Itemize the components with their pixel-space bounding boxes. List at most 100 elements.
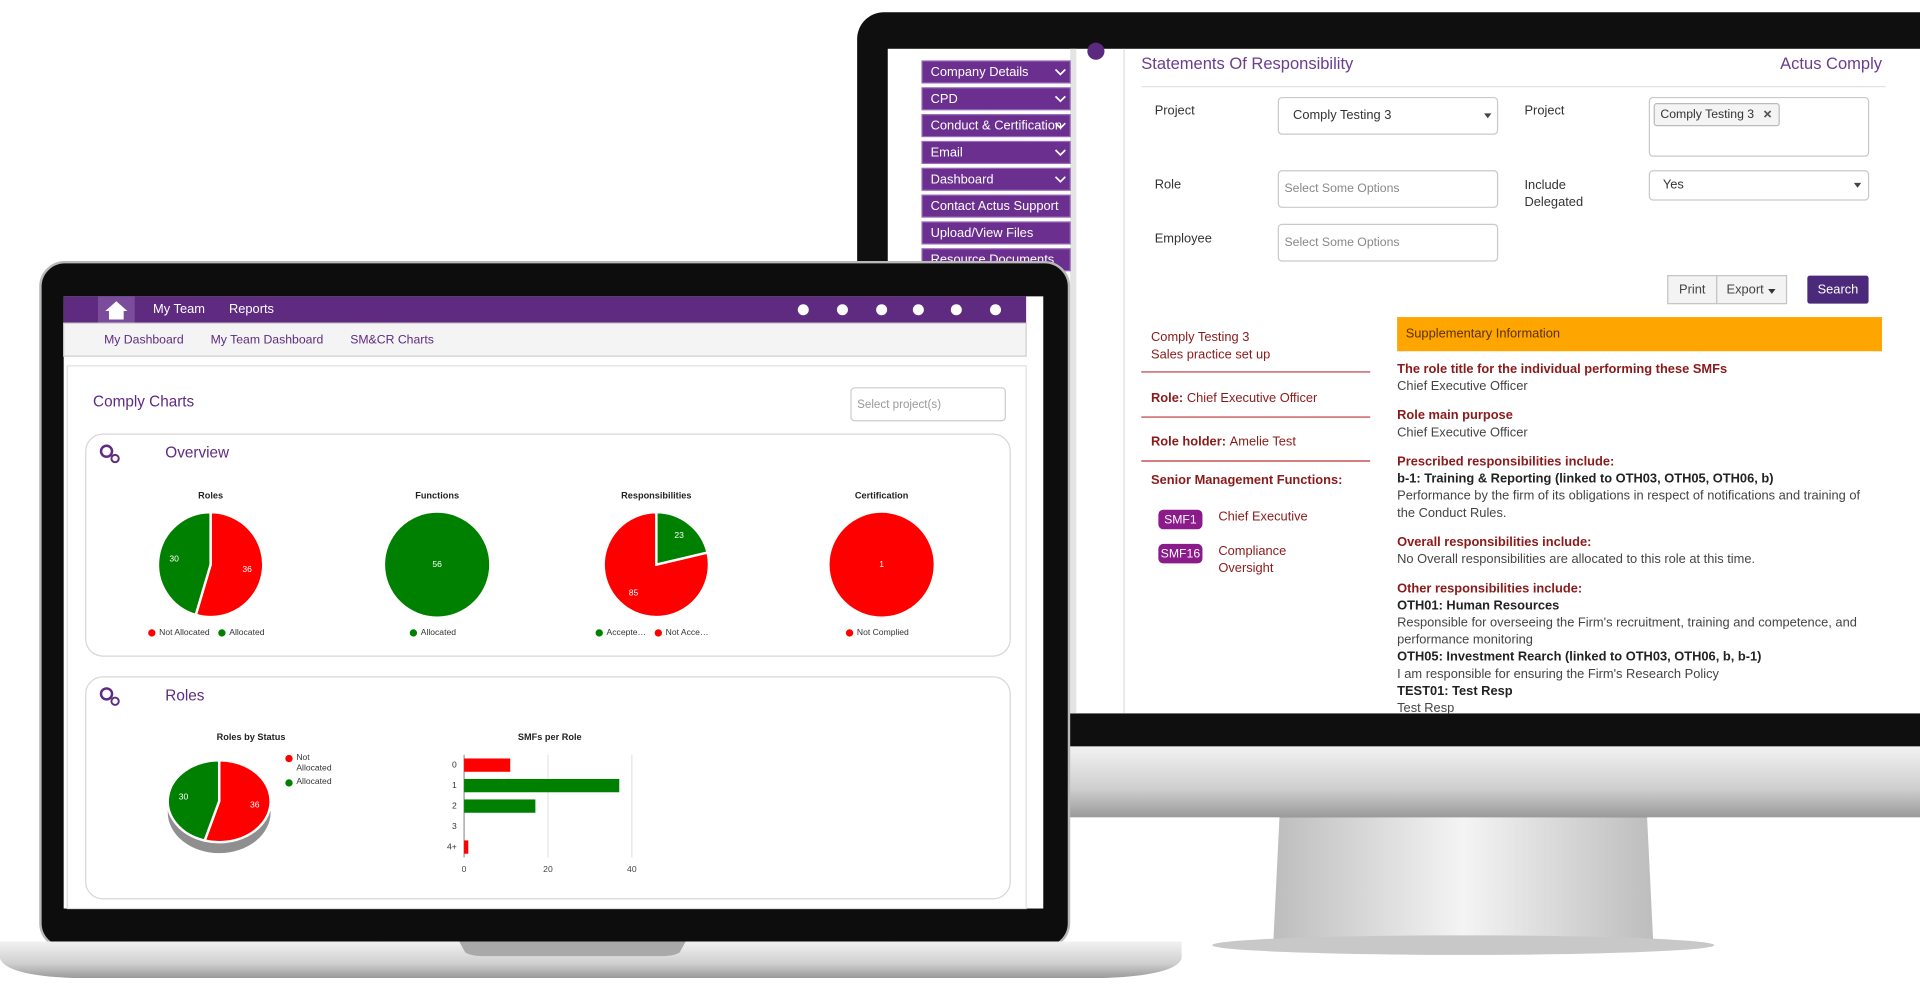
print-button[interactable]	[1667, 275, 1718, 305]
detail-line: I am responsible for ensuring the Firm's…	[1397, 666, 1719, 681]
legend-label: Allocated	[229, 627, 264, 637]
select-value: Comply Testing 3	[1293, 107, 1391, 122]
legend-dot	[148, 629, 156, 637]
y-tick-label: 4+	[447, 841, 457, 851]
detail-line: Chief Executive Officer	[1397, 424, 1528, 439]
gear-icon	[99, 444, 114, 458]
smf-name-box: Compliance Oversight	[1218, 543, 1287, 576]
section-heading: Overview	[165, 445, 230, 462]
chevron	[1054, 95, 1066, 103]
sidebar-button[interactable]	[921, 114, 1071, 138]
button-label: Search	[1818, 282, 1859, 297]
tag	[1653, 103, 1780, 127]
field-label: Project	[1155, 102, 1195, 117]
slice-label: 56	[432, 559, 442, 569]
detail-line: the Conduct Rules.	[1397, 505, 1506, 520]
placeholder: Select Some Options	[1284, 181, 1399, 195]
y-tick-label: 0	[452, 759, 457, 769]
sidebar-button[interactable]	[921, 140, 1071, 165]
pie-slice	[203, 759, 272, 844]
nav-icon[interactable]	[990, 304, 1002, 316]
x-tick-label: 20	[543, 864, 553, 874]
gear-icon	[99, 687, 114, 701]
detail-line: Responsible for overseeing the Firm's re…	[1397, 615, 1857, 630]
pie-slice	[655, 510, 710, 567]
chart-title: Certification	[855, 491, 909, 501]
slice-label: 36	[242, 564, 252, 574]
pie-slice	[602, 510, 711, 619]
collapse-icon[interactable]	[1087, 42, 1105, 60]
gear-icon	[110, 453, 120, 464]
holder-line: Role holder: Amelie Test	[1151, 434, 1296, 449]
chevron	[1054, 176, 1066, 183]
sidebar-button[interactable]	[921, 194, 1071, 218]
tag-label: Comply Testing 3	[1660, 107, 1754, 121]
sidebar-button[interactable]	[921, 87, 1071, 111]
smf-code: SMF16	[1161, 547, 1201, 561]
laptop-notch	[459, 941, 686, 957]
employee-input[interactable]	[1277, 223, 1499, 262]
pie-slice	[383, 511, 491, 618]
chart-title: Roles by Status	[217, 732, 286, 742]
y-tick-label: 1	[452, 780, 457, 790]
legend-dot	[409, 629, 418, 637]
slice-label: 30	[169, 554, 179, 564]
pie-slice	[828, 511, 935, 618]
sidebar-label: Email	[931, 144, 963, 159]
legend-dot	[654, 629, 663, 637]
chart-title: SMFs per Role	[518, 732, 582, 742]
subnav-link: SM&CR Charts	[350, 332, 434, 346]
sidebar-label: Upload/View Files	[931, 225, 1034, 240]
section-heading: Roles	[165, 687, 204, 704]
sidebar-button[interactable]	[921, 221, 1071, 245]
chevron	[1054, 122, 1066, 130]
caret	[1768, 289, 1776, 294]
legend-dot	[595, 629, 603, 637]
sidebar-button[interactable]	[921, 167, 1071, 191]
nav-icon[interactable]	[876, 304, 888, 316]
brand: Actus Comply	[1780, 55, 1883, 73]
select-value: Yes	[1663, 177, 1684, 192]
search-button[interactable]	[1807, 275, 1869, 304]
sidebar-label: Dashboard	[931, 171, 994, 186]
section-box	[85, 433, 1011, 657]
nav-icon[interactable]	[797, 304, 809, 316]
tag-remove[interactable]	[1763, 110, 1772, 118]
x-tick-label: 0	[462, 864, 467, 874]
value: Amelie Test	[1230, 434, 1297, 449]
legend-label: Not Allocated	[296, 753, 332, 774]
subnav	[63, 322, 1027, 357]
nav-icon[interactable]	[836, 304, 848, 316]
laptop: My Team Reports My Dashboard My Team Dashbo…	[0, 260, 1182, 979]
sidebar-label: Contact Actus Support	[931, 198, 1059, 213]
nav-icon[interactable]	[912, 304, 924, 316]
nav-icon[interactable]	[950, 304, 962, 316]
project-filter[interactable]	[850, 387, 1006, 422]
legend-label-box: Not Allocated	[296, 753, 332, 774]
home-icon	[105, 301, 128, 320]
legend-dot	[218, 629, 226, 637]
pie-slice	[156, 510, 212, 617]
sidebar-rail	[1070, 48, 1077, 714]
delegated-select[interactable]	[1648, 170, 1870, 201]
detail-line: Overall responsibilities include:	[1397, 534, 1591, 549]
subnav-link: My Team Dashboard	[211, 332, 324, 346]
sidebar-button[interactable]	[921, 60, 1071, 84]
smf-name: Compliance Oversight	[1218, 543, 1287, 576]
project-select[interactable]	[1277, 96, 1499, 135]
field-label: Employee	[1155, 230, 1212, 245]
x-tick-label: 40	[627, 864, 637, 874]
monitor-content: Company Details CPD Conduct & Certificatio…	[921, 55, 1886, 713]
legend-label-box: Allocated	[296, 778, 331, 787]
detail-line: b-1: Training & Reporting (linked to OTH…	[1397, 471, 1773, 486]
legend-label: Not Complied	[857, 627, 909, 637]
role-input[interactable]	[1277, 170, 1499, 208]
bar	[464, 758, 511, 772]
detail-line: Role main purpose	[1397, 407, 1513, 422]
placeholder: Select Some Options	[1284, 235, 1399, 249]
slice-label: 23	[674, 530, 684, 540]
project-description: Sales practice set up	[1151, 346, 1270, 361]
field-label: Role	[1155, 177, 1181, 192]
button-label: Print	[1679, 282, 1706, 297]
